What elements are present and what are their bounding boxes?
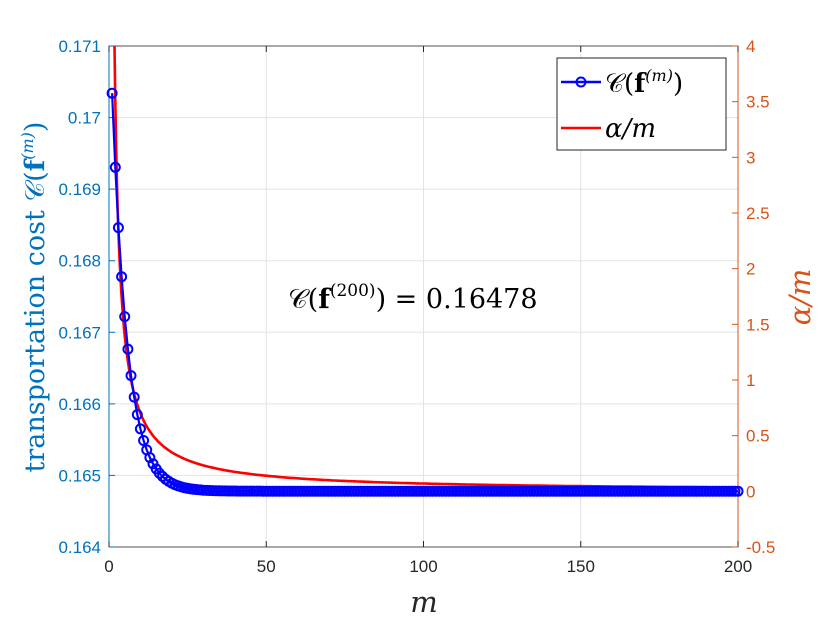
right-tick-label: 3 bbox=[746, 148, 755, 167]
right-tick-label: 0 bbox=[746, 482, 755, 501]
left-tick-label: 0.166 bbox=[58, 395, 101, 414]
left-tick-label: 0.165 bbox=[58, 466, 101, 485]
left-tick-label: 0.169 bbox=[58, 180, 101, 199]
legend-marker-cost bbox=[575, 76, 587, 88]
x-tick-label: 50 bbox=[257, 557, 276, 576]
legend-label-alpha: α/m bbox=[605, 114, 656, 144]
data-point-cost bbox=[128, 391, 140, 403]
left-tick-label: 0.17 bbox=[68, 109, 101, 128]
annotation-text: 𝒞(f(200)) = 0.16478 bbox=[288, 281, 538, 315]
data-point-cost bbox=[134, 423, 146, 435]
right-tick-label: 1.5 bbox=[746, 315, 770, 334]
x-tick-label: 0 bbox=[104, 557, 113, 576]
data-point-cost bbox=[153, 467, 165, 479]
data-point-cost bbox=[112, 222, 124, 234]
data-point-cost bbox=[119, 311, 131, 323]
data-point-cost bbox=[732, 485, 744, 497]
right-tick-label: 2 bbox=[746, 260, 755, 279]
right-tick-label: 4 bbox=[746, 37, 755, 56]
x-axis-label: m bbox=[410, 585, 438, 619]
left-y-axis-label: transportation cost 𝒞(f(m)) bbox=[18, 122, 51, 473]
left-tick-label: 0.171 bbox=[58, 37, 101, 56]
left-tick-label: 0.167 bbox=[58, 323, 101, 342]
data-point-cost bbox=[109, 161, 121, 173]
data-point-cost bbox=[726, 485, 738, 497]
legend-label-cost: 𝒞(f(m)) bbox=[605, 66, 683, 99]
data-point-cost bbox=[144, 452, 156, 464]
legend-box bbox=[556, 57, 727, 151]
axis-ticks: 0 50 100 150 200 0.164 0.165 0.166 0.167 0.168 0.1… bbox=[58, 37, 775, 576]
right-y-axis-label: α/m bbox=[783, 269, 817, 326]
series-layer bbox=[106, 45, 744, 497]
data-point-cost bbox=[116, 271, 128, 283]
right-tick-label: 3.5 bbox=[746, 93, 770, 112]
x-tick-label: 200 bbox=[724, 557, 752, 576]
right-tick-label: 0.5 bbox=[746, 427, 770, 446]
left-tick-label: 0.164 bbox=[58, 538, 101, 557]
legend: 𝒞(f(m)) α/m bbox=[556, 57, 727, 151]
right-tick-label: 2.5 bbox=[746, 204, 770, 223]
data-point-cost bbox=[125, 370, 137, 382]
x-tick-label: 150 bbox=[567, 557, 595, 576]
right-tick-label: -0.5 bbox=[746, 538, 775, 557]
right-tick-label: 1 bbox=[746, 371, 755, 390]
left-tick-label: 0.168 bbox=[58, 252, 101, 271]
x-tick-label: 100 bbox=[409, 557, 437, 576]
data-point-cost bbox=[131, 409, 143, 421]
data-point-cost bbox=[122, 343, 134, 355]
data-point-cost bbox=[138, 435, 150, 446]
data-point-cost bbox=[106, 87, 118, 99]
